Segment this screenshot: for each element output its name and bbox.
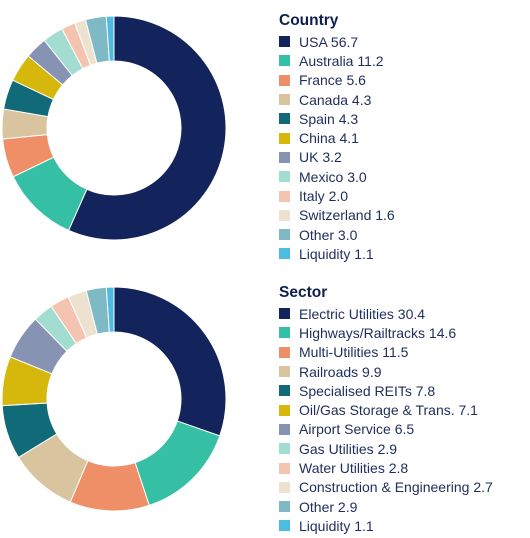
legend-item: Oil/Gas Storage & Trans. 7.1 xyxy=(279,400,529,419)
legend-swatch xyxy=(279,327,290,339)
legend-item: UK 3.2 xyxy=(279,148,529,167)
legend-swatch xyxy=(279,36,290,48)
legend-swatch xyxy=(279,248,290,260)
legend-label: UK 3.2 xyxy=(299,149,342,166)
legend-item: Specialised REITs 7.8 xyxy=(279,381,529,400)
legend-label: Liquidity 1.1 xyxy=(299,245,374,262)
sector-chart-panel: Sector Electric Utilities 30.4 Highways/R… xyxy=(0,269,530,538)
sector-legend: Sector Electric Utilities 30.4 Highways/R… xyxy=(279,282,529,536)
legend-label: Liquidity 1.1 xyxy=(299,517,374,534)
country-legend-list: USA 56.7 Australia 11.2 France 5.6 Canada 4… xyxy=(279,32,529,264)
country-legend-title: Country xyxy=(279,12,339,29)
legend-item: Liquidity 1.1 xyxy=(279,244,529,263)
legend-swatch xyxy=(279,74,290,86)
legend-item: Highways/Railtracks 14.6 xyxy=(279,323,529,342)
donut-slice-country-usa xyxy=(67,15,227,241)
legend-label: Other 2.9 xyxy=(299,498,358,515)
legend-label: Switzerland 1.6 xyxy=(299,207,395,224)
legend-label: Oil/Gas Storage & Trans. 7.1 xyxy=(299,402,478,419)
legend-swatch xyxy=(279,404,290,416)
legend-label: Railroads 9.9 xyxy=(299,363,382,380)
country-donut-chart xyxy=(1,15,227,241)
donut-slice-sector-liquidity xyxy=(105,286,115,333)
legend-swatch xyxy=(279,229,290,241)
donut-slice-country-liquidity xyxy=(105,15,115,62)
legend-swatch xyxy=(279,385,290,397)
legend-label: China 4.1 xyxy=(299,130,359,147)
legend-label: France 5.6 xyxy=(299,72,366,89)
legend-label: Australia 11.2 xyxy=(299,52,384,69)
legend-label: Canada 4.3 xyxy=(299,91,372,108)
country-chart-panel: Country USA 56.7 Australia 11.2 France 5.6… xyxy=(1,10,529,264)
legend-swatch xyxy=(279,209,290,221)
donut-slice-sector-highways-railtracks xyxy=(134,420,221,506)
legend-item: USA 56.7 xyxy=(279,32,529,51)
sector-legend-title: Sector xyxy=(279,284,328,301)
legend-swatch xyxy=(279,55,290,67)
sector-legend-list: Electric Utilities 30.4 Highways/Railtrac… xyxy=(279,304,529,536)
legend-item: Mexico 3.0 xyxy=(279,167,529,186)
legend-item: China 4.1 xyxy=(279,128,529,147)
legend-item: Australia 11.2 xyxy=(279,51,529,70)
legend-swatch xyxy=(279,520,290,532)
legend-swatch xyxy=(279,346,290,358)
legend-item: Italy 2.0 xyxy=(279,186,529,205)
sector-donut-chart xyxy=(1,286,227,512)
legend-swatch xyxy=(279,132,290,144)
legend-label: Electric Utilities 30.4 xyxy=(299,305,426,322)
legend-item: Multi-Utilities 11.5 xyxy=(279,343,529,362)
legend-swatch xyxy=(279,151,290,163)
legend-swatch xyxy=(279,481,290,493)
legend-item: Electric Utilities 30.4 xyxy=(279,304,529,323)
legend-swatch xyxy=(279,462,290,474)
legend-item: Airport Service 6.5 xyxy=(279,420,529,439)
legend-label: Highways/Railtracks 14.6 xyxy=(299,324,457,341)
legend-swatch xyxy=(279,171,290,183)
legend-item: Liquidity 1.1 xyxy=(279,516,529,535)
legend-label: Water Utilities 2.8 xyxy=(299,460,409,477)
legend-item: France 5.6 xyxy=(279,71,529,90)
legend-label: Gas Utilities 2.9 xyxy=(299,440,398,457)
legend-label: Construction & Engineering 2.7 xyxy=(299,479,493,496)
legend-swatch xyxy=(279,443,290,455)
legend-item: Spain 4.3 xyxy=(279,109,529,128)
legend-label: USA 56.7 xyxy=(299,33,359,50)
legend-item: Other 2.9 xyxy=(279,497,529,516)
legend-swatch xyxy=(279,308,290,320)
donut-slice-sector-electric-utilities xyxy=(113,286,227,437)
legend-item: Canada 4.3 xyxy=(279,90,529,109)
legend-item: Gas Utilities 2.9 xyxy=(279,439,529,458)
legend-label: Italy 2.0 xyxy=(299,188,349,205)
legend-swatch xyxy=(279,190,290,202)
legend-swatch xyxy=(279,501,290,513)
country-legend: Country USA 56.7 Australia 11.2 France 5.6… xyxy=(279,10,529,264)
legend-item: Railroads 9.9 xyxy=(279,362,529,381)
legend-label: Mexico 3.0 xyxy=(299,168,367,185)
legend-swatch xyxy=(279,94,290,106)
legend-label: Spain 4.3 xyxy=(299,110,359,127)
legend-swatch xyxy=(279,366,290,378)
legend-item: Switzerland 1.6 xyxy=(279,206,529,225)
legend-swatch xyxy=(279,423,290,435)
legend-label: Other 3.0 xyxy=(299,226,358,243)
legend-item: Construction & Engineering 2.7 xyxy=(279,478,529,497)
legend-label: Multi-Utilities 11.5 xyxy=(299,344,409,361)
legend-swatch xyxy=(279,113,290,125)
legend-item: Water Utilities 2.8 xyxy=(279,458,529,477)
legend-label: Specialised REITs 7.8 xyxy=(299,382,436,399)
legend-label: Airport Service 6.5 xyxy=(299,421,415,438)
legend-item: Other 3.0 xyxy=(279,225,529,244)
